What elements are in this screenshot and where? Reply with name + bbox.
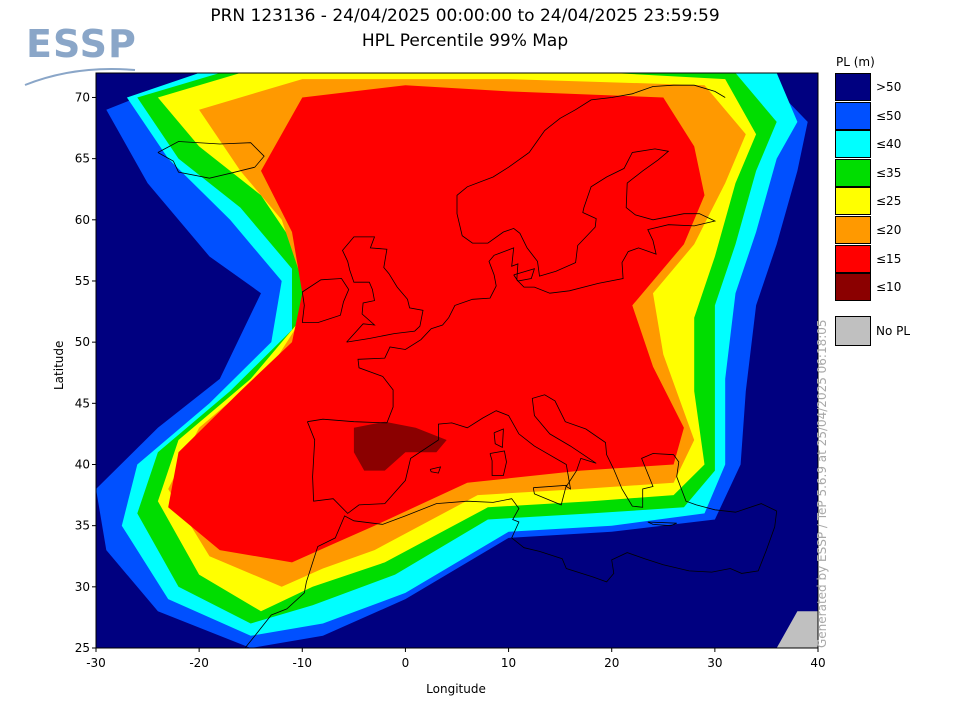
y-tick-label: 25 — [75, 641, 90, 655]
legend-label: ≤50 — [876, 108, 902, 123]
coastline-layer — [157, 84, 778, 648]
y-tick-label: 70 — [75, 90, 90, 104]
legend-swatch — [835, 216, 871, 244]
plot-area — [96, 73, 818, 648]
coastline — [647, 521, 677, 527]
axes: -30 -20 -10 0 10 20 30 40 25 30 35 40 45 50 55 60 65 70 — [75, 90, 826, 670]
legend-label: ≤35 — [876, 165, 902, 180]
coastline — [429, 466, 442, 474]
coastline — [307, 84, 726, 424]
coastline — [244, 498, 778, 648]
legend-label: ≤25 — [876, 194, 902, 209]
x-tick-label: -30 — [86, 656, 106, 670]
x-tick-label: -20 — [189, 656, 209, 670]
coastline — [513, 268, 536, 282]
legend-label: ≤10 — [876, 280, 902, 295]
logo-text: ESSP — [26, 22, 137, 66]
map-subtitle: HPL Percentile 99% Map — [361, 31, 569, 51]
plot-frame — [95, 72, 819, 649]
coastline — [157, 141, 265, 179]
legend-label: ≤40 — [876, 137, 902, 152]
x-tick-label: 0 — [402, 656, 410, 670]
legend-swatch — [835, 101, 871, 130]
y-tick-label: 60 — [75, 213, 90, 227]
map-title: PRN 123136 - 24/04/2025 00:00:00 to 24/0… — [210, 6, 720, 26]
legend-swatch — [835, 158, 871, 187]
coastline — [489, 450, 507, 476]
x-tick-label: 30 — [707, 656, 722, 670]
coastline — [493, 428, 504, 449]
legend-label: ≤15 — [876, 251, 902, 266]
legend-swatch — [835, 273, 871, 302]
x-tick-label: 40 — [810, 656, 825, 670]
y-tick-label: 30 — [75, 580, 90, 594]
legend-swatch — [835, 187, 871, 216]
logo-swoosh — [24, 68, 136, 86]
legend-label: ≤20 — [876, 223, 902, 237]
y-axis-label: Latitude — [52, 340, 66, 390]
legend-title: PL (m) — [836, 55, 875, 69]
coastline — [301, 278, 350, 324]
x-tick-label: -10 — [292, 656, 312, 670]
legend-swatch — [835, 244, 871, 273]
y-tick-label: 45 — [75, 396, 90, 410]
essp-logo: ESSP — [10, 10, 140, 86]
coastline — [307, 394, 777, 514]
y-tick-label: 35 — [75, 519, 90, 533]
no-pl-swatch — [835, 316, 871, 346]
generator-watermark: Generated by ESSP / TeP 5.6.9 at 25/04/2… — [815, 319, 829, 648]
legend-swatch — [835, 130, 871, 159]
y-tick-label: 40 — [75, 457, 90, 471]
y-tick-label: 55 — [75, 274, 90, 288]
coastline — [342, 236, 424, 343]
no-pl-label: No PL — [876, 324, 911, 338]
x-tick-label: 10 — [501, 656, 516, 670]
x-axis-label: Longitude — [426, 682, 486, 696]
y-tick-label: 65 — [75, 152, 90, 166]
x-tick-label: 20 — [604, 656, 619, 670]
pl-region-band — [353, 421, 447, 471]
pl-region-band — [168, 85, 705, 563]
y-tick-label: 50 — [75, 335, 90, 349]
legend-label: >50 — [876, 80, 902, 94]
legend-swatch — [835, 73, 871, 101]
no-pl-region — [776, 611, 818, 648]
coastline — [532, 484, 567, 506]
